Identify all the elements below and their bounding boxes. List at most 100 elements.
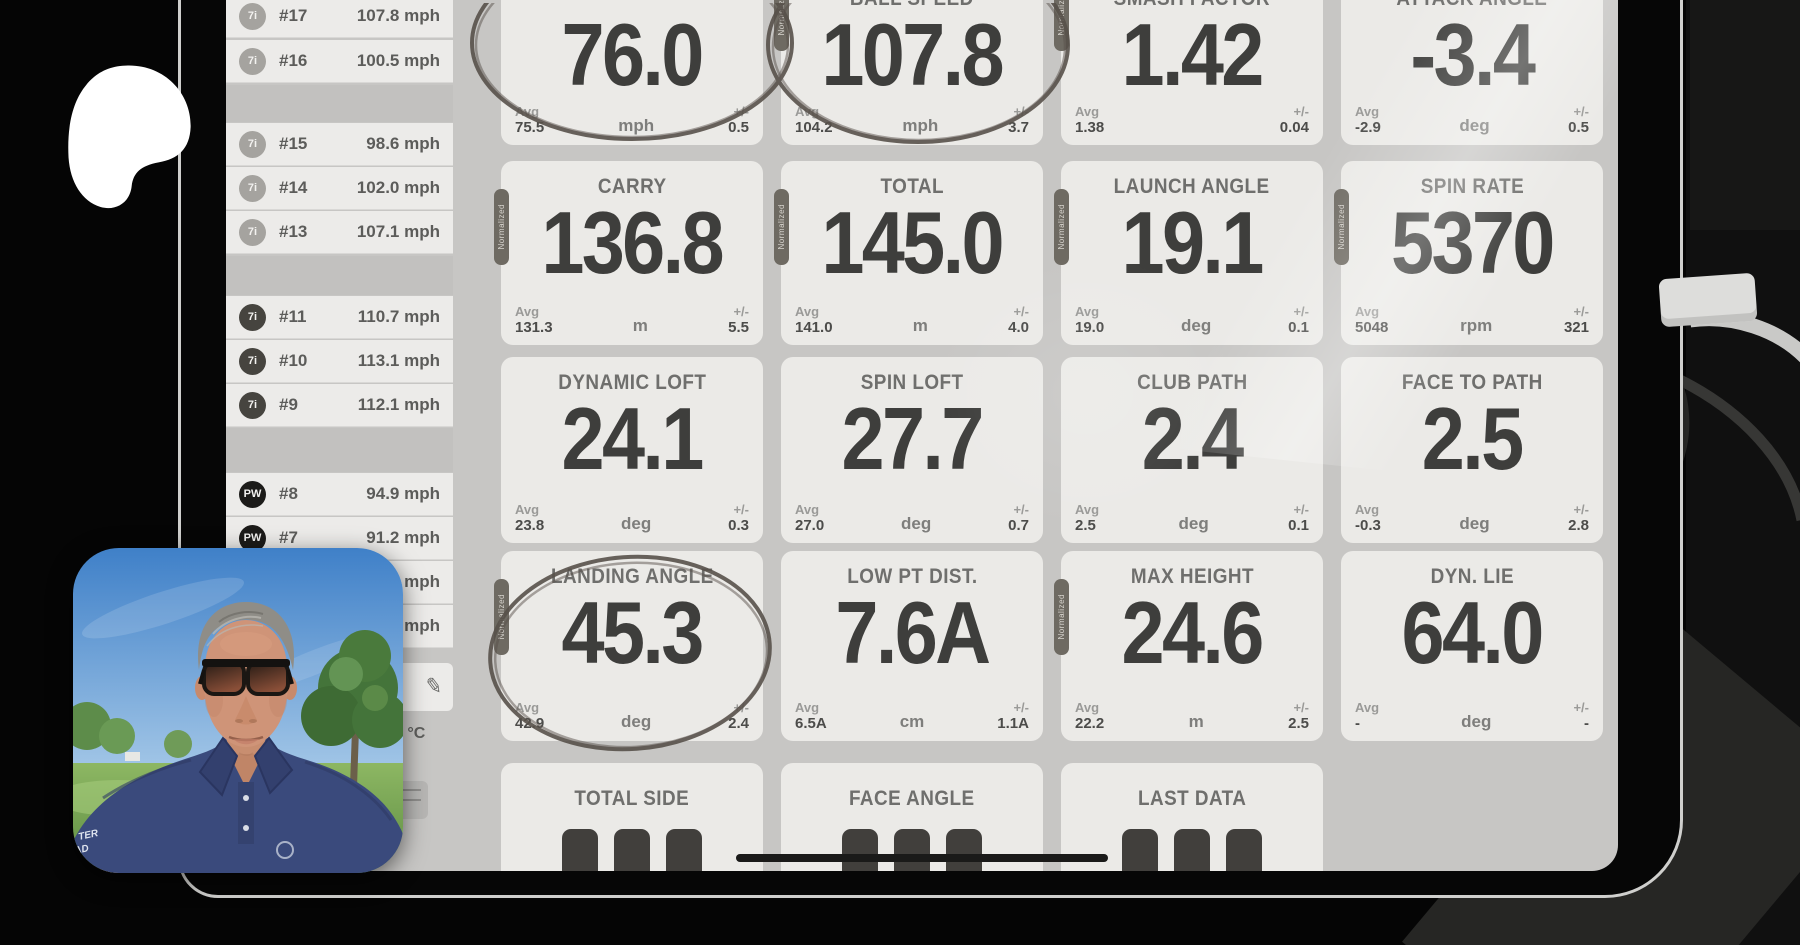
- metric-tile[interactable]: LOW PT DIST. 7.6A Avg 6.5A cm +/- 1.1A: [781, 551, 1043, 741]
- metric-tile[interactable]: 76.0 Avg 75.5 mph +/- 0.5: [501, 0, 763, 145]
- avg-label: Avg: [515, 700, 540, 715]
- metric-tile[interactable]: DYNAMIC LOFT 24.1 Avg 23.8 deg +/- 0.3: [501, 357, 763, 543]
- avg-value: 75.5: [515, 119, 545, 136]
- metric-title: TOTAL SIDE: [574, 787, 690, 810]
- shot-list-item[interactable]: 7i #17 107.8 mph: [226, 0, 453, 38]
- normalized-tag-label: Normalized: [1057, 594, 1066, 640]
- metric-footer: Avg -0.3 deg +/- 2.8: [1355, 502, 1589, 535]
- webcam-overlay[interactable]: TER AD: [73, 548, 403, 873]
- shot-list-item[interactable]: 7i #15 98.6 mph: [226, 123, 453, 166]
- metric-unit: mph: [902, 116, 939, 135]
- club-badge: 7i: [239, 391, 266, 419]
- metric-title: TOTAL: [880, 175, 944, 198]
- shot-number: #14: [279, 178, 308, 197]
- metric-title: DYNAMIC LOFT: [557, 371, 707, 394]
- pm-value: 0.04: [1280, 119, 1309, 136]
- pm-label: +/-: [1573, 700, 1589, 715]
- tablet-screen: 7i #17 107.8 mph 7i #16 100.5 mph 7i #15…: [226, 0, 1618, 871]
- avg-label: Avg: [795, 502, 820, 517]
- metric-title: ATTACK ANGLE: [1341, 0, 1603, 11]
- shot-speed: 107.1 mph: [356, 222, 440, 241]
- pencil-icon[interactable]: ✎: [423, 673, 445, 700]
- metric-tile[interactable]: Normalized LANDING ANGLE 45.3 Avg 42.9 de…: [494, 551, 763, 741]
- metric-title: SPIN LOFT: [860, 371, 964, 394]
- metric-tile[interactable]: ATTACK ANGLE -3.4 Avg-2.9 deg +/-0.5: [1341, 0, 1603, 145]
- metric-tile[interactable]: LAST DATA: [1061, 763, 1323, 871]
- launch-monitor-app: 7i #17 107.8 mph 7i #16 100.5 mph 7i #15…: [226, 0, 1618, 871]
- shot-list-item[interactable]: 7i #11 110.7 mph: [226, 296, 453, 339]
- metric-value: -3.4: [1341, 11, 1603, 99]
- metric-tile[interactable]: Normalized LAUNCH ANGLE 19.1 Avg19.0 deg…: [1054, 161, 1323, 345]
- avg-value: 2.5: [1075, 517, 1096, 534]
- patreon-logo-icon: [68, 65, 191, 209]
- home-indicator[interactable]: [736, 854, 1108, 862]
- shot-list-item[interactable]: 7i #16 100.5 mph: [226, 40, 453, 83]
- pm-label: +/-: [733, 700, 749, 715]
- metric-tile[interactable]: Normalized MAX HEIGHT 24.6 Avg 22.2 m +/-…: [1054, 551, 1323, 741]
- pm-value: 2.5: [1288, 715, 1309, 732]
- metric-unit: deg: [621, 514, 652, 533]
- metric-footer: Avg 42.9 deg +/- 2.4: [515, 700, 749, 733]
- shot-speed: mph: [404, 616, 440, 635]
- shot-speed: 110.7 mph: [357, 307, 440, 326]
- metric-tile[interactable]: FACE ANGLE: [781, 763, 1043, 871]
- metric-unit: m: [912, 316, 928, 335]
- shot-speed: mph: [404, 572, 440, 591]
- avg-label: Avg: [1355, 502, 1380, 517]
- metric-unit: deg: [621, 712, 652, 731]
- shot-speed: 91.2 mph: [366, 528, 440, 547]
- shot-list-separator: [226, 256, 453, 295]
- metric-value: 27.7: [841, 389, 985, 488]
- pm-value: 0.1: [1288, 319, 1309, 336]
- pm-label: +/-: [1280, 104, 1309, 119]
- shot-list-item[interactable]: 7i #10 113.1 mph: [226, 340, 453, 383]
- normalized-tag-label: Normalized: [497, 594, 506, 640]
- shot-number: #9: [279, 395, 298, 414]
- shot-list-separator: [226, 428, 453, 472]
- normalized-tag: Normalized: [774, 189, 789, 265]
- club-badge: PW: [239, 480, 266, 508]
- shot-speed: 112.1 mph: [357, 395, 440, 414]
- sunglasses: [198, 659, 294, 696]
- shot-list-item[interactable]: 7i #14 102.0 mph: [226, 167, 453, 210]
- metric-unit: m: [632, 316, 648, 335]
- pm-label: +/-: [733, 304, 749, 319]
- metric-footer: Avg 104.2 mph +/- 3.7: [795, 104, 1029, 137]
- avg-value: 42.9: [515, 715, 545, 732]
- pm-label: +/-: [1293, 502, 1309, 517]
- metric-unit: deg: [1459, 116, 1489, 137]
- metric-tile[interactable]: DYN. LIE 64.0 Avg - deg +/- -: [1341, 551, 1603, 741]
- pm-value: 2.8: [1568, 517, 1589, 534]
- avg-value: 104.2: [795, 119, 833, 136]
- shot-list-item[interactable]: 7i #13 107.1 mph: [226, 211, 453, 254]
- metric-tile[interactable]: Normalized SPIN RATE 5370 Avg5048 rpm +/…: [1334, 161, 1603, 345]
- normalized-tag: Normalized: [1054, 579, 1069, 655]
- metric-tile[interactable]: TOTAL SIDE: [501, 763, 763, 871]
- avg-label: Avg: [795, 104, 820, 119]
- metric-title: SPIN RATE: [1341, 175, 1603, 199]
- shot-number: #15: [279, 134, 308, 153]
- metric-unit: mph: [618, 116, 655, 135]
- metric-title: FACE TO PATH: [1341, 371, 1603, 395]
- metric-title: LAUNCH ANGLE: [1114, 175, 1270, 198]
- metric-unit: deg: [1461, 712, 1492, 731]
- metric-tile[interactable]: FACE TO PATH 2.5 Avg-0.3 deg +/-2.8: [1341, 357, 1603, 543]
- avg-value: 23.8: [515, 517, 545, 534]
- metric-value: 2.4: [1061, 395, 1323, 483]
- metric-tile[interactable]: Normalized CARRY 136.8 Avg 131.3 m +/- 5.5: [494, 161, 763, 345]
- pm-label: +/-: [1288, 304, 1309, 319]
- metric-value: 64.0: [1401, 583, 1545, 682]
- shot-list-item[interactable]: PW #8 94.9 mph: [226, 473, 453, 516]
- clipped-digits: [1061, 829, 1323, 871]
- normalized-tag-label: Normalized: [1057, 0, 1066, 36]
- shot-list-item[interactable]: 7i #9 112.1 mph: [226, 384, 453, 427]
- metric-footer: Avg5048 rpm +/-321: [1355, 304, 1589, 337]
- avg-label: Avg: [795, 304, 820, 319]
- shot-speed: 94.9 mph: [366, 484, 440, 503]
- metric-value: 107.8: [821, 5, 1005, 104]
